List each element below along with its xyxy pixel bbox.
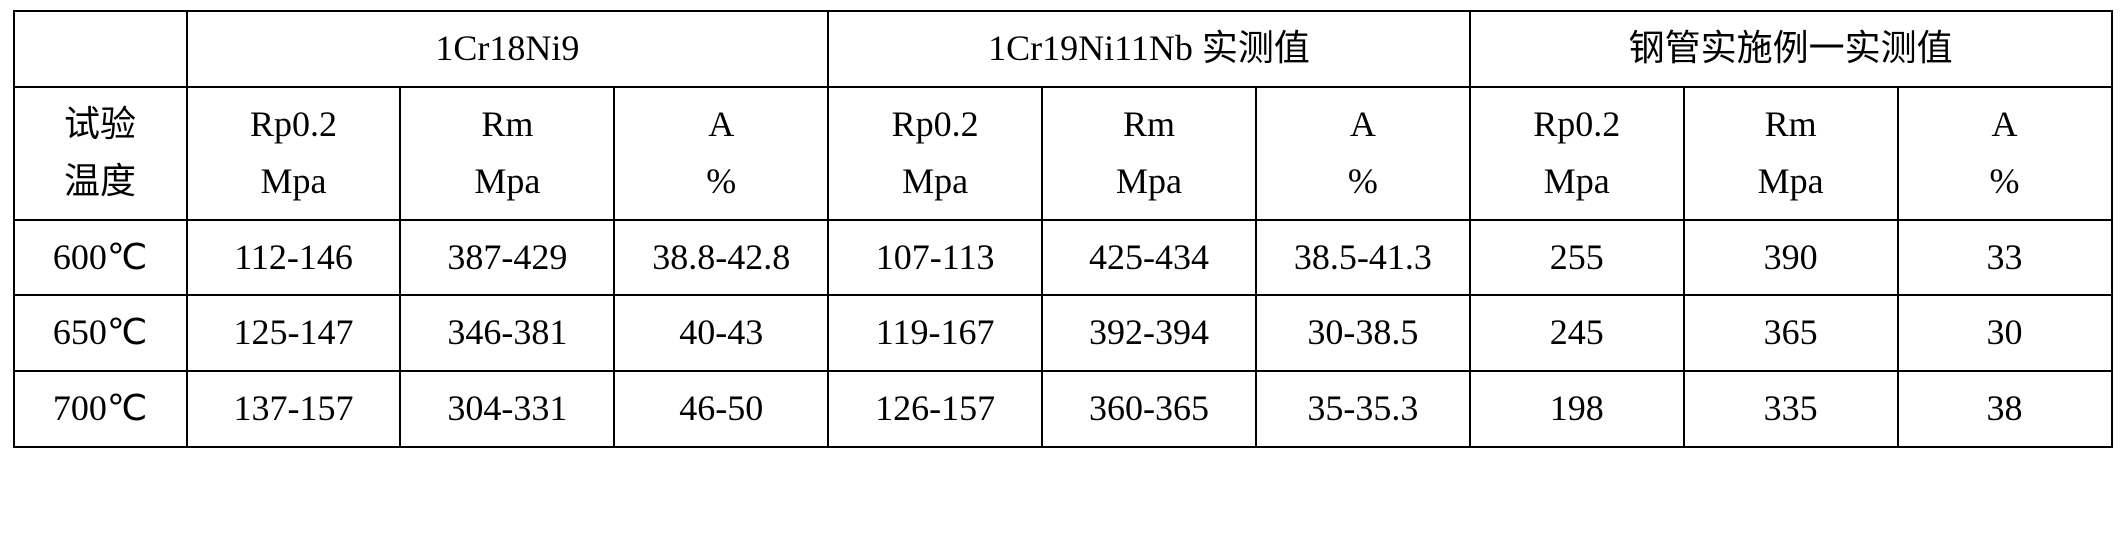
cell-value: 40-43 xyxy=(614,295,828,371)
cell-value: 425-434 xyxy=(1042,220,1256,296)
subheader-9: A% xyxy=(1898,87,2112,220)
cell-value: 387-429 xyxy=(400,220,614,296)
cell-value: 304-331 xyxy=(400,371,614,447)
cell-temp: 600℃ xyxy=(14,220,187,296)
cell-value: 38.5-41.3 xyxy=(1256,220,1470,296)
cell-value: 255 xyxy=(1470,220,1684,296)
table-header-row-groups: 1Cr18Ni9 1Cr19Ni11Nb 实测值 钢管实施例一实测值 xyxy=(14,11,2112,87)
cell-value: 346-381 xyxy=(400,295,614,371)
subheader-7: Rp0.2Mpa xyxy=(1470,87,1684,220)
cell-value: 137-157 xyxy=(187,371,401,447)
cell-value: 46-50 xyxy=(614,371,828,447)
cell-value: 125-147 xyxy=(187,295,401,371)
subheader-8: RmMpa xyxy=(1684,87,1898,220)
subheader-6: A% xyxy=(1256,87,1470,220)
subheader-2: RmMpa xyxy=(400,87,614,220)
cell-value: 30-38.5 xyxy=(1256,295,1470,371)
cell-value: 392-394 xyxy=(1042,295,1256,371)
table-row: 650℃ 125-147 346-381 40-43 119-167 392-3… xyxy=(14,295,2112,371)
group-header-3: 钢管实施例一实测值 xyxy=(1470,11,2112,87)
cell-value: 245 xyxy=(1470,295,1684,371)
cell-temp: 650℃ xyxy=(14,295,187,371)
group-header-1: 1Cr18Ni9 xyxy=(187,11,829,87)
table-row: 600℃ 112-146 387-429 38.8-42.8 107-113 4… xyxy=(14,220,2112,296)
table-row: 700℃ 137-157 304-331 46-50 126-157 360-3… xyxy=(14,371,2112,447)
subheader-3: A% xyxy=(614,87,828,220)
table-header-row-sub: 试验温度 Rp0.2Mpa RmMpa A% Rp0.2Mpa RmMpa A%… xyxy=(14,87,2112,220)
cell-value: 33 xyxy=(1898,220,2112,296)
subheader-4: Rp0.2Mpa xyxy=(828,87,1042,220)
cell-temp: 700℃ xyxy=(14,371,187,447)
cell-value: 107-113 xyxy=(828,220,1042,296)
subheader-1: Rp0.2Mpa xyxy=(187,87,401,220)
cell-value: 119-167 xyxy=(828,295,1042,371)
cell-value: 30 xyxy=(1898,295,2112,371)
cell-value: 198 xyxy=(1470,371,1684,447)
cell-value: 112-146 xyxy=(187,220,401,296)
cell-value: 38.8-42.8 xyxy=(614,220,828,296)
subheader-5: RmMpa xyxy=(1042,87,1256,220)
cell-value: 390 xyxy=(1684,220,1898,296)
cell-value: 38 xyxy=(1898,371,2112,447)
cell-value: 35-35.3 xyxy=(1256,371,1470,447)
cell-value: 126-157 xyxy=(828,371,1042,447)
cell-value: 365 xyxy=(1684,295,1898,371)
subheader-0: 试验温度 xyxy=(14,87,187,220)
cell-value: 360-365 xyxy=(1042,371,1256,447)
cell-value: 335 xyxy=(1684,371,1898,447)
data-table: 1Cr18Ni9 1Cr19Ni11Nb 实测值 钢管实施例一实测值 试验温度 … xyxy=(13,10,2113,448)
group-header-empty xyxy=(14,11,187,87)
group-header-2: 1Cr19Ni11Nb 实测值 xyxy=(828,11,1470,87)
